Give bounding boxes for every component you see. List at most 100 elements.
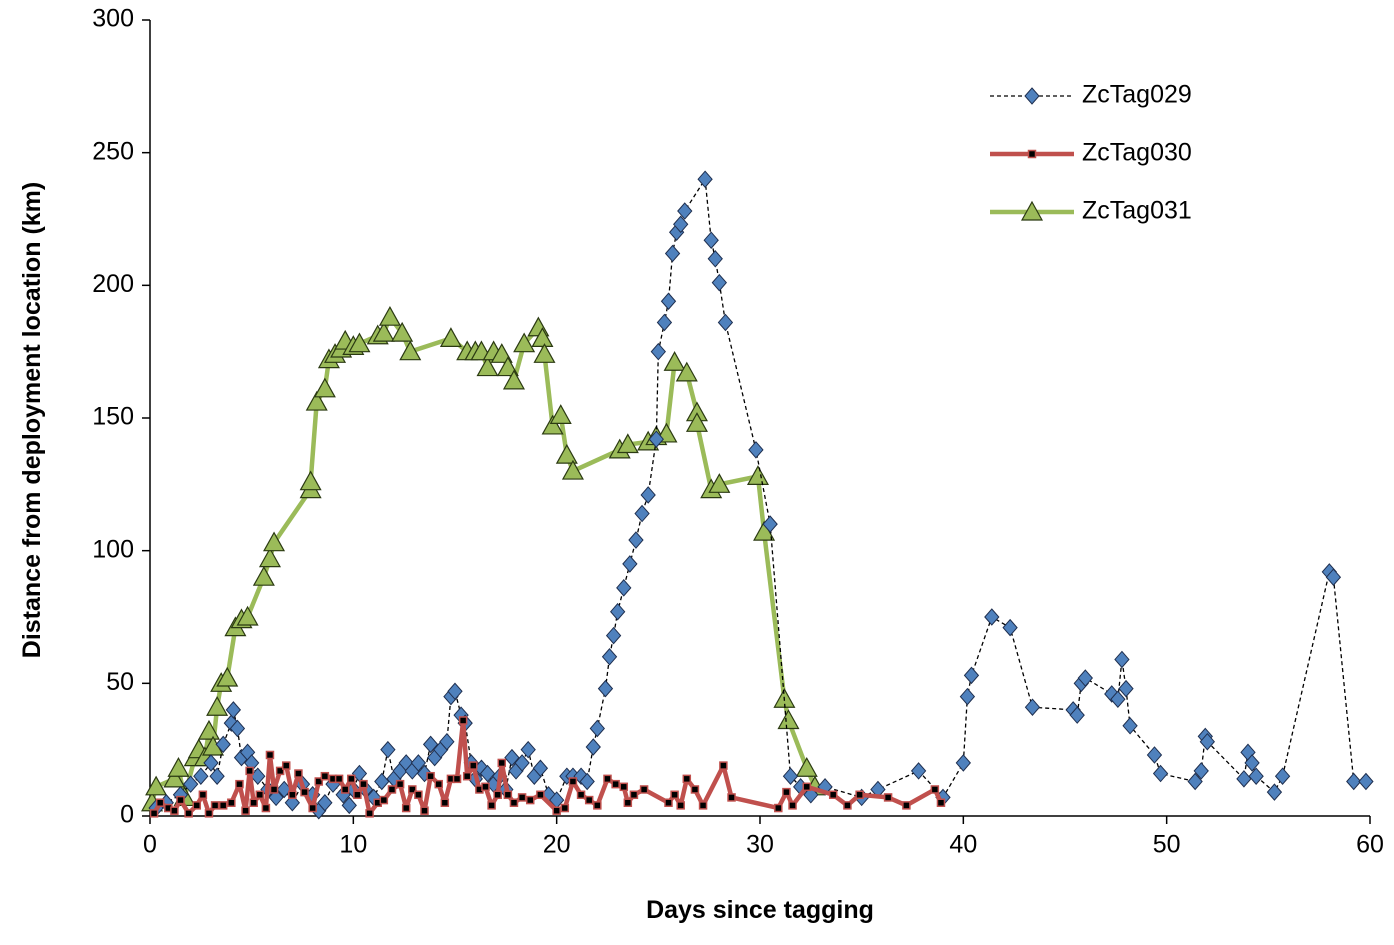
- marker: [910, 762, 927, 780]
- marker: [334, 774, 344, 784]
- marker: [788, 801, 797, 810]
- marker: [380, 740, 396, 759]
- marker: [517, 793, 527, 802]
- marker: [1152, 764, 1169, 783]
- marker: [568, 777, 578, 786]
- marker: [552, 806, 561, 815]
- marker: [597, 679, 614, 698]
- marker: [555, 443, 578, 464]
- marker: [145, 775, 168, 796]
- marker: [235, 779, 244, 789]
- marker: [660, 292, 677, 311]
- marker: [340, 785, 350, 794]
- marker: [663, 351, 686, 371]
- marker: [183, 775, 199, 793]
- marker: [603, 774, 612, 784]
- marker: [698, 801, 708, 810]
- marker: [619, 782, 629, 792]
- marker: [469, 761, 478, 770]
- y-tick-label: 250: [92, 137, 134, 165]
- marker: [149, 809, 159, 818]
- marker: [198, 790, 208, 800]
- marker: [746, 465, 769, 485]
- marker: [497, 758, 507, 768]
- marker: [261, 803, 271, 813]
- marker: [1146, 746, 1163, 764]
- marker: [269, 785, 279, 794]
- marker: [509, 798, 519, 807]
- marker: [479, 764, 496, 783]
- marker: [490, 343, 513, 363]
- marker: [420, 806, 429, 815]
- marker: [416, 764, 433, 783]
- marker: [391, 321, 414, 342]
- marker: [719, 761, 728, 770]
- legend-marker: [1027, 149, 1037, 159]
- marker: [984, 608, 1000, 626]
- marker: [203, 754, 219, 772]
- marker: [227, 798, 236, 807]
- marker: [685, 412, 708, 432]
- marker: [532, 759, 549, 777]
- marker: [774, 803, 783, 813]
- marker: [1104, 685, 1120, 703]
- marker: [408, 785, 417, 794]
- marker: [629, 790, 639, 800]
- y-tick-label: 300: [92, 5, 134, 33]
- marker: [623, 798, 633, 807]
- legend-marker: [1024, 87, 1040, 105]
- marker: [263, 531, 286, 552]
- marker: [458, 716, 468, 725]
- marker: [610, 602, 626, 621]
- marker: [513, 332, 536, 353]
- marker: [170, 806, 179, 815]
- marker: [1193, 762, 1209, 780]
- marker: [176, 795, 185, 805]
- marker: [215, 735, 231, 754]
- marker: [697, 170, 713, 188]
- marker: [320, 771, 330, 781]
- marker: [959, 687, 976, 706]
- marker: [682, 774, 692, 784]
- marker: [664, 244, 681, 263]
- marker: [676, 801, 685, 810]
- marker: [487, 801, 496, 810]
- marker: [782, 787, 791, 797]
- series-line: [149, 314, 817, 804]
- marker: [1002, 618, 1018, 637]
- marker: [184, 809, 193, 818]
- marker: [843, 801, 852, 810]
- marker: [206, 695, 229, 716]
- marker: [294, 769, 303, 778]
- marker: [440, 798, 450, 807]
- marker: [258, 547, 281, 568]
- marker: [249, 798, 258, 807]
- marker: [656, 313, 673, 332]
- marker: [299, 470, 322, 491]
- marker: [782, 767, 799, 785]
- marker: [300, 787, 309, 797]
- x-tick-label: 60: [1356, 831, 1384, 859]
- marker: [1110, 690, 1126, 709]
- marker: [640, 486, 656, 504]
- marker: [593, 801, 602, 810]
- y-tick-label: 0: [120, 801, 134, 829]
- marker: [1346, 772, 1362, 791]
- y-axis-title: Distance from deployment location (km): [18, 182, 46, 658]
- marker: [503, 790, 513, 800]
- marker: [936, 798, 946, 807]
- legend-label: ZcTag029: [1082, 81, 1192, 109]
- marker: [536, 790, 545, 800]
- marker: [711, 273, 727, 292]
- marker: [549, 404, 572, 424]
- y-tick-label: 200: [92, 270, 134, 298]
- marker: [395, 779, 405, 789]
- marker: [573, 767, 589, 785]
- y-tick-label: 100: [92, 535, 134, 563]
- marker: [447, 682, 463, 701]
- x-tick-label: 50: [1153, 831, 1181, 859]
- marker: [496, 356, 519, 377]
- marker: [1244, 754, 1260, 772]
- marker: [576, 790, 586, 800]
- marker: [707, 250, 723, 268]
